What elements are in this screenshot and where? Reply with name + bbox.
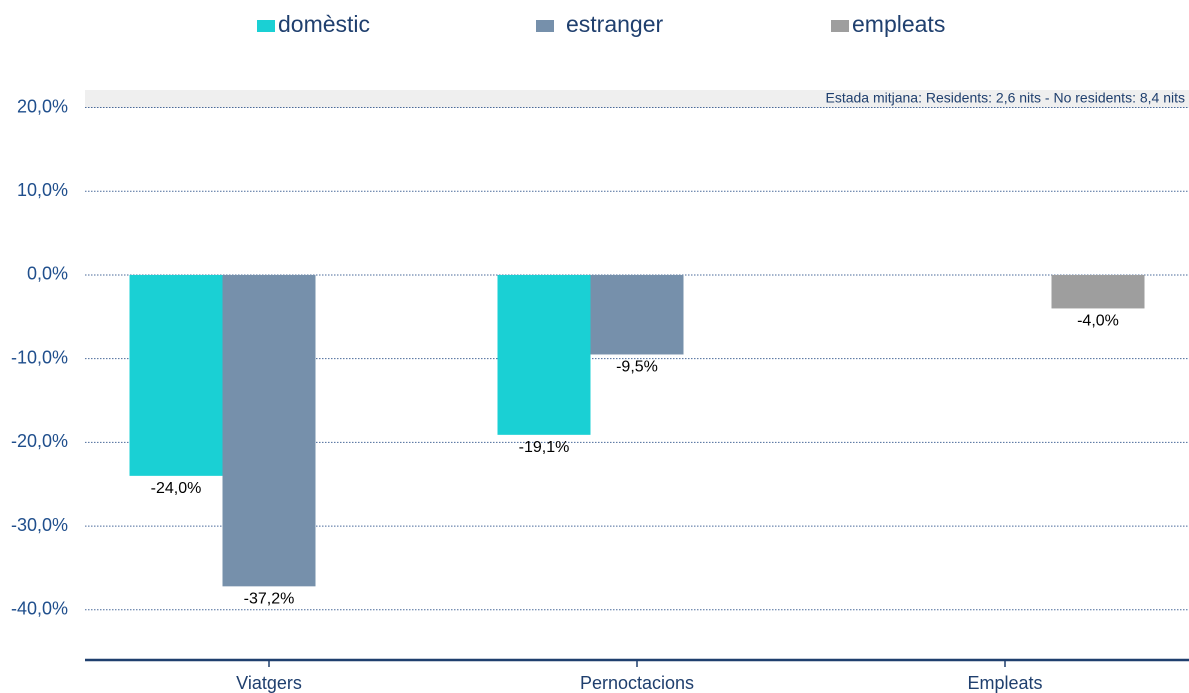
bar — [590, 274, 684, 355]
value-label: -24,0% — [151, 480, 202, 497]
bar — [1051, 274, 1145, 309]
y-tick-label: -30,0% — [11, 515, 68, 535]
value-label: -9,5% — [616, 359, 658, 376]
y-tick-label: 10,0% — [17, 180, 68, 200]
bar — [222, 274, 316, 587]
legend-label: empleats — [852, 11, 945, 37]
x-tick-label: Empleats — [967, 673, 1042, 693]
y-tick-label: 20,0% — [17, 96, 68, 116]
value-label: -19,1% — [519, 439, 570, 456]
x-tick-label: Viatgers — [236, 673, 302, 693]
annotation-band — [85, 90, 1189, 108]
y-tick-label: -20,0% — [11, 431, 68, 451]
y-tick-label: 0,0% — [27, 264, 68, 284]
legend-swatch — [257, 20, 275, 32]
bar — [129, 274, 223, 476]
y-tick-label: -10,0% — [11, 347, 68, 367]
value-label: -37,2% — [244, 591, 295, 608]
bar — [497, 274, 591, 435]
legend-swatch — [536, 20, 554, 32]
y-tick-label: -40,0% — [11, 599, 68, 619]
value-label: -4,0% — [1077, 313, 1119, 330]
legend-label: estranger — [566, 11, 664, 37]
legend-swatch — [831, 20, 849, 32]
x-tick-label: Pernoctacions — [580, 673, 694, 693]
legend-label: domèstic — [278, 11, 370, 37]
annotation: Estada mitjana: Residents: 2,6 nits - No… — [825, 90, 1185, 106]
